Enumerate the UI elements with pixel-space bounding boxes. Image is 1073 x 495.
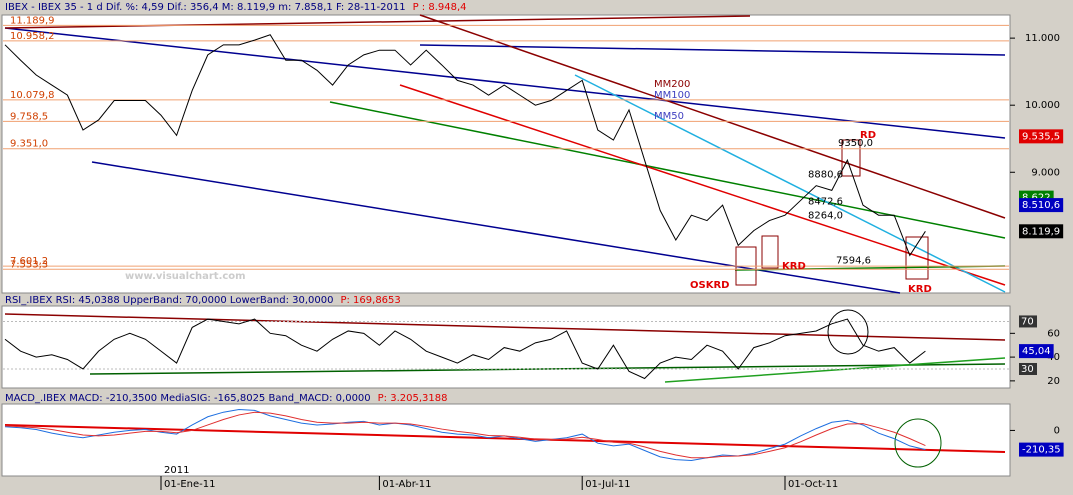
annotation: KRD [908,284,932,295]
series-line [4,34,926,257]
value-marker: -210,35 [1022,445,1061,456]
level-label: 7.601,2 [10,256,48,267]
value-marker-box [1019,129,1064,144]
y-tick-label: 10.000 [1025,100,1060,111]
value-marker-box [1019,224,1064,239]
x-tick-label: 01-Oct-11 [788,479,838,490]
value-marker-box [1019,442,1064,457]
series-line [4,318,926,380]
value-marker: 9.535,5 [1022,131,1060,142]
price-note: 8472,6 [808,197,843,208]
annotation: OSKRD [690,280,729,291]
value-marker: 8.119,9 [1022,226,1060,237]
panel-title-price: P : 8.948,4 [413,2,467,13]
pattern-box [905,236,929,280]
annotation: MM100 [654,90,690,101]
pattern-box [841,139,861,177]
value-marker-box [1019,198,1064,213]
band-label: 30 [1021,364,1034,375]
level-label: 10.079,8 [10,90,55,101]
annotation: RD [860,130,876,141]
value-marker: 45,04 [1022,346,1051,357]
trend-line [574,74,1006,293]
panel-title-price: P: 3.205,3188 [378,393,448,404]
trend-line [664,357,1006,383]
pattern-box [761,235,779,269]
series-line [4,411,926,459]
panel-title-price: P: 169,8653 [340,295,400,306]
price-note: 9350,0 [838,138,873,149]
level-label: 9.758,5 [10,111,48,122]
panel-title: MACD_.IBEX MACD: -210,3500 MediaSIG: -16… [5,393,371,404]
x-year-label: 2011 [164,465,189,476]
trend-line [4,424,1006,453]
y-tick-label: 11.000 [1025,33,1060,44]
band-label: 70 [1021,316,1034,327]
price-note: 8880,6 [808,169,843,180]
level-label: 10.958,2 [10,31,55,42]
band-box [1019,315,1037,328]
trend-line [419,14,1006,219]
level-label: 9.351,0 [10,139,48,150]
trend-line [4,15,751,29]
macd-panel [1,403,1011,477]
y-tick-label: 60 [1047,328,1060,339]
annotation: KRD [782,261,806,272]
highlight-circle [827,309,869,355]
trend-line [399,84,1006,286]
band-box [1019,362,1037,375]
rsi-panel [1,305,1011,389]
price-note: 8264,0 [808,211,843,222]
trend-line [4,27,1006,139]
x-tick-label: 01-Jul-11 [585,479,630,490]
y-tick-label: 0 [1054,425,1060,436]
price-note: 7594,6 [836,256,871,267]
y-tick-label: 20 [1047,376,1060,387]
level-label: 7.553,3 [10,259,48,270]
trend-line [91,161,901,294]
highlight-circle [894,418,942,468]
trend-line [4,313,1006,341]
x-tick-label: 01-Abr-11 [382,479,431,490]
x-tick-label: 01-Ene-11 [164,479,215,490]
price-panel [1,14,1011,294]
panel-title: IBEX - IBEX 35 - 1 d Dif. %: 4,59 Dif.: … [5,2,406,13]
panel-title: RSI_.IBEX RSI: 45,0388 UpperBand: 70,000… [5,295,333,306]
watermark: www.visualchart.com [125,271,246,282]
trend-lines [4,14,1006,468]
annotation: MM200 [654,79,690,90]
annotation: MM50 [654,111,684,122]
level-label: 11.189,9 [10,15,55,26]
y-tick-label: 9.000 [1031,167,1060,178]
trend-line [419,44,1006,56]
value-marker-box [1019,344,1054,359]
value-marker: 8.510,6 [1022,200,1060,211]
